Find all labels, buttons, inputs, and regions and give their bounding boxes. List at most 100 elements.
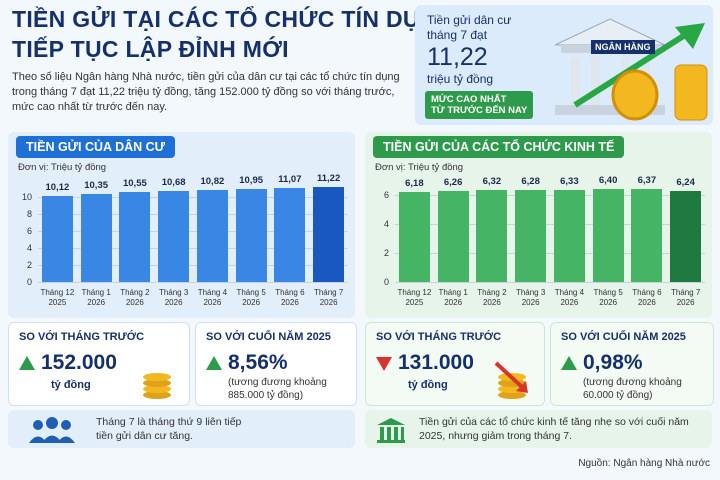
stat-box: SO VỚI CUỐI NĂM 2025 0,98% (tương đương kh… — [550, 322, 714, 406]
y-tick-label: 8 — [26, 209, 32, 219]
x-tick-label: Tháng 7 2026 — [313, 288, 344, 307]
bar — [80, 194, 112, 282]
value-label: 11,22 — [317, 172, 341, 184]
x-tick-label: Tháng 4 2026 — [554, 288, 585, 307]
badge-text: MỨC CAO NHẤT — [431, 94, 507, 105]
grid-line — [395, 282, 705, 283]
y-tick-label: 4 — [26, 243, 32, 253]
bar — [196, 190, 228, 282]
bar — [476, 189, 508, 282]
grid-line — [395, 252, 705, 254]
bar — [313, 186, 345, 282]
note-box: Tiền gửi của các tổ chức kinh tế tăng nh… — [365, 410, 712, 448]
grid-line — [38, 282, 348, 283]
hero-unit: triệu tỷ đồng — [427, 72, 494, 86]
trend-arrow — [206, 356, 222, 370]
stat-unit: tỷ đồng — [408, 379, 448, 391]
bar — [41, 195, 73, 282]
value-label: 6,40 — [598, 174, 618, 186]
stat-unit: tỷ đồng — [51, 379, 91, 391]
hero-value: 11,22 — [427, 43, 488, 71]
stat-box: SO VỚI CUỐI NĂM 2025 8,56% (tương đương kh… — [195, 322, 357, 406]
note-text: Tháng 7 là tháng thứ 9 liên tiếp tiền gử… — [96, 416, 242, 442]
x-tick-label: Tháng 3 2026 — [515, 288, 546, 307]
bank-illustration — [554, 18, 708, 121]
stat-title: SO VỚI THÁNG TRƯỚC — [19, 331, 145, 343]
stat-title: SO VỚI CUỐI NĂM 2025 — [206, 331, 331, 343]
y-tick-label: 0 — [26, 277, 32, 287]
x-tick-label: Tháng 12 2025 — [40, 288, 75, 307]
value-label: 6,32 — [482, 175, 502, 187]
source: Nguồn: Ngân hàng Nhà nước — [578, 458, 710, 469]
x-tick-label: Tháng 1 2026 — [438, 288, 468, 307]
chart-title: TIỀN GỬI CỦA CÁC TỔ CHỨC KINH TẾ — [373, 136, 625, 158]
value-label: 6,28 — [521, 176, 540, 188]
x-tick-label: Tháng 3 2026 — [158, 288, 189, 307]
bar — [235, 188, 267, 282]
chart-panel: TIỀN GỬI CỦA CÁC TỔ CHỨC KINH TẾ Đơn vị: … — [365, 132, 712, 318]
x-tick-label: Tháng 4 2026 — [197, 288, 228, 307]
value-label: 10,55 — [122, 178, 147, 190]
y-tick-label: 0 — [383, 277, 389, 287]
x-tick-label: Tháng 2 2026 — [120, 288, 150, 307]
value-label: 11,07 — [278, 173, 302, 185]
title: TIẾP TỤC LẬP ĐỈNH MỚI — [12, 36, 289, 62]
bar — [437, 190, 469, 282]
bar — [398, 191, 430, 282]
bar — [670, 191, 702, 282]
bar — [274, 187, 306, 282]
stat-title: SO VỚI THÁNG TRƯỚC — [376, 331, 502, 343]
hero-text: tháng 7 đạt — [427, 28, 488, 42]
hero-text: Tiền gửi dân cư — [427, 13, 512, 27]
title: TIỀN GỬI TẠI CÁC TỔ CHỨC TÍN DỤNG — [12, 6, 455, 32]
trend-arrow — [561, 356, 577, 370]
bank-sign: NGÂN HÀNG — [591, 40, 655, 54]
y-tick-label: 2 — [26, 260, 32, 270]
unit-label: Đơn vị: Triệu tỷ đồng — [375, 162, 464, 173]
value-label: 6,18 — [405, 177, 424, 189]
hero-badge: MỨC CAO NHẤT TỪ TRƯỚC ĐẾN NAY — [425, 91, 534, 119]
bar — [119, 192, 151, 282]
grid-line — [38, 231, 348, 232]
grid-line — [395, 223, 705, 225]
value-label: 6,33 — [560, 175, 579, 187]
bar — [631, 189, 663, 282]
trend-arrow — [19, 356, 35, 370]
value-label: 10,68 — [161, 177, 186, 189]
value-label: 10,35 — [84, 180, 109, 192]
y-tick-label: 4 — [383, 218, 389, 229]
y-tick-label: 2 — [383, 247, 389, 258]
stat-value: 152.000 — [41, 351, 117, 374]
chart-title: TIỀN GỬI CỦA DÂN CƯ — [16, 136, 176, 158]
value-label: 6,24 — [676, 177, 695, 189]
x-tick-label: Tháng 7 2026 — [670, 288, 701, 307]
stat-value: 8,56% — [228, 351, 288, 374]
grid-line — [38, 248, 348, 249]
badge-text: TỪ TRƯỚC ĐẾN NAY — [431, 105, 528, 116]
stat-box: SO VỚI THÁNG TRƯỚC 131.000 tỷ đồng — [365, 322, 545, 406]
stat-note: 60.000 tỷ đồng) — [583, 390, 653, 401]
value-label: 6,37 — [637, 175, 657, 187]
stat-title: SO VỚI CUỐI NĂM 2025 — [561, 331, 686, 343]
y-tick-label: 6 — [383, 189, 389, 200]
building-icon — [377, 418, 405, 443]
note-box: Tháng 7 là tháng thứ 9 liên tiếp tiền gử… — [8, 410, 355, 448]
stat-note: (tương đương khoảng — [228, 377, 327, 388]
bar — [553, 189, 585, 282]
chart-panel: TIỀN GỬI CỦA DÂN CƯ Đơn vị: Triệu tỷ đồng… — [8, 132, 355, 318]
unit-label: Đơn vị: Triệu tỷ đồng — [18, 162, 107, 173]
grid-line — [395, 194, 705, 196]
stat-box: SO VỚI THÁNG TRƯỚC 152.000 tỷ đồng — [8, 322, 190, 406]
coins-icon — [494, 361, 528, 399]
stat-note: (tương đương khoảng — [583, 377, 682, 388]
x-tick-label: Tháng 5 2026 — [236, 288, 266, 307]
x-tick-label: Tháng 5 2026 — [593, 288, 623, 307]
coins-icon — [143, 373, 171, 399]
bar — [158, 191, 190, 282]
x-tick-label: Tháng 6 2026 — [632, 288, 662, 307]
value-label: 10,12 — [45, 181, 70, 193]
grid-line — [38, 265, 348, 266]
value-label: 6,26 — [443, 176, 463, 188]
bar — [515, 190, 547, 282]
